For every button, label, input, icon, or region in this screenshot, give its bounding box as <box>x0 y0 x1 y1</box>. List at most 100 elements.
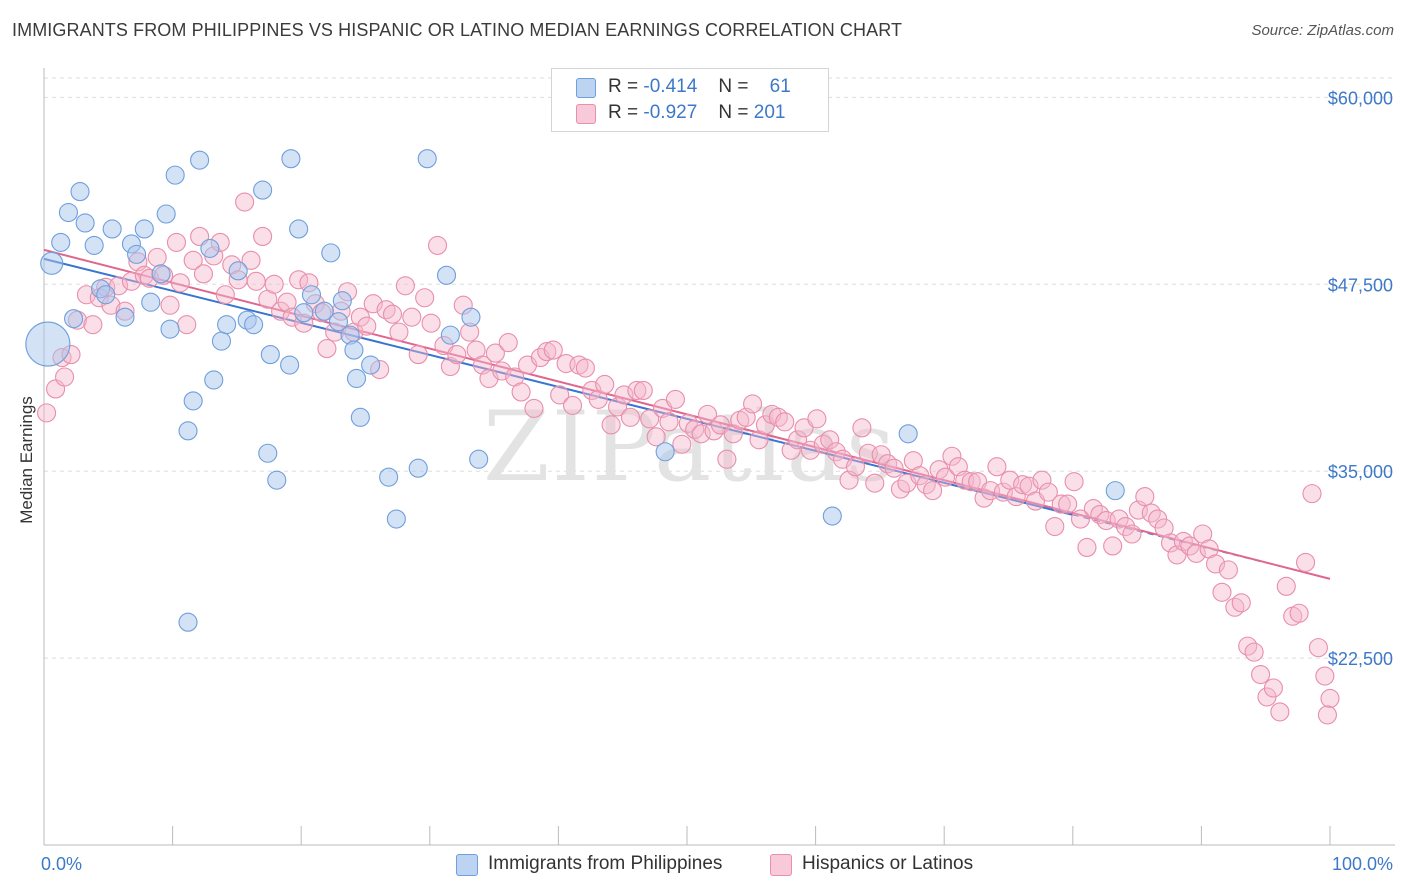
philippines-point <box>211 331 232 351</box>
hispanic-point <box>1038 482 1058 502</box>
hispanic-point <box>1296 552 1316 572</box>
hispanic-point <box>440 356 460 377</box>
hispanic-point <box>852 418 872 438</box>
philippines-point <box>244 315 264 335</box>
philippines-point <box>822 506 842 526</box>
legend-label: Immigrants from Philippines <box>488 853 723 874</box>
hispanic-point <box>974 488 994 508</box>
hispanic-point <box>447 345 467 365</box>
y-tick-label: $22,500 <box>1328 649 1393 669</box>
hispanic-point <box>427 235 448 255</box>
r-label: R = <box>608 102 639 123</box>
philippines-point <box>436 265 457 285</box>
hispanic-point <box>147 247 167 267</box>
hispanic-point <box>1115 516 1136 537</box>
hispanic-point <box>408 345 428 365</box>
hispanic-point <box>421 313 441 333</box>
philippines-point <box>294 303 314 323</box>
philippines-point <box>346 368 367 389</box>
hispanic-point <box>601 415 621 435</box>
hispanic-point <box>807 409 827 429</box>
hispanic-point <box>665 389 685 409</box>
hispanic-point <box>1317 705 1337 725</box>
philippines-point <box>361 355 381 375</box>
n-value: 61 <box>769 76 791 97</box>
philippines-point <box>440 325 460 345</box>
hispanic-point <box>160 295 180 315</box>
n-label: N = <box>718 76 749 97</box>
hispanic-point <box>1006 487 1026 507</box>
data-points <box>25 149 1340 725</box>
hispanic-point <box>775 412 795 432</box>
hispanic-point <box>193 264 214 284</box>
hispanic-point <box>485 343 505 363</box>
hispanic-point <box>659 412 679 432</box>
hispanic-point <box>1315 666 1335 686</box>
hispanic-point <box>1302 484 1322 504</box>
x-tick-max: 100.0% <box>1332 854 1393 874</box>
hispanic-point <box>865 473 885 493</box>
hispanic-point <box>511 382 531 402</box>
philippines-point <box>160 319 180 339</box>
hispanic-point <box>177 315 197 335</box>
hispanic-point <box>929 460 949 480</box>
hispanic-point <box>1045 516 1065 537</box>
philippines-point <box>156 204 176 224</box>
pink-swatch <box>576 104 596 124</box>
hispanic-point <box>395 276 415 296</box>
hispanic-point <box>942 446 962 466</box>
philippines-point <box>96 285 116 305</box>
r-value: -0.414 <box>643 76 698 97</box>
hispanic-point <box>55 367 75 387</box>
philippines-point <box>217 315 237 335</box>
x-tick-min: 0.0% <box>41 854 82 874</box>
hispanic-point <box>1320 688 1340 709</box>
philippines-point <box>151 264 171 284</box>
hispanic-point <box>640 409 660 429</box>
hispanic-point <box>317 339 337 359</box>
r-value: -0.927 <box>643 102 698 123</box>
hispanic-point <box>235 192 255 212</box>
hispanic-point <box>37 403 57 423</box>
philippines-point <box>417 149 437 169</box>
hispanic-point <box>1064 472 1084 492</box>
correlation-legend: R = -0.414 N = 61 R = -0.927 N = 201 <box>551 68 829 132</box>
hispanic-point <box>1000 470 1020 490</box>
philippines-point <box>84 235 104 255</box>
hispanic-point <box>1070 509 1091 529</box>
hispanic-point <box>1109 509 1129 529</box>
y-axis-label: Median Earnings <box>17 396 36 524</box>
hispanic-point <box>698 404 718 424</box>
hispanic-point <box>253 226 273 246</box>
hispanic-point <box>215 285 235 305</box>
philippines-point <box>200 238 220 258</box>
hispanic-point <box>620 407 640 427</box>
blue-swatch <box>456 854 478 876</box>
hispanic-point <box>672 434 692 454</box>
hispanic-point <box>402 307 422 327</box>
y-tick-label: $60,000 <box>1328 88 1393 108</box>
philippines-point <box>1105 481 1125 501</box>
philippines-point <box>655 442 675 462</box>
philippines-point <box>469 449 489 469</box>
blue-swatch <box>576 78 596 98</box>
philippines-point <box>258 443 278 463</box>
hispanic-point <box>562 395 583 415</box>
philippines-point <box>344 340 364 360</box>
philippines-point <box>127 244 147 264</box>
philippines-point <box>228 261 248 281</box>
hispanic-point <box>1103 536 1123 556</box>
hispanic-point <box>1276 576 1296 596</box>
hispanic-point <box>1270 702 1290 722</box>
philippines-point <box>301 285 322 305</box>
philippines-point <box>115 307 135 327</box>
hispanic-point <box>382 304 403 324</box>
hispanic-point <box>595 374 615 395</box>
hispanic-point <box>717 449 737 469</box>
hispanic-point <box>1263 678 1283 698</box>
hispanic-point <box>627 380 647 400</box>
hispanic-point <box>935 467 956 487</box>
hispanic-point <box>884 458 904 478</box>
philippines-point <box>280 355 300 375</box>
hispanic-point <box>550 385 570 405</box>
